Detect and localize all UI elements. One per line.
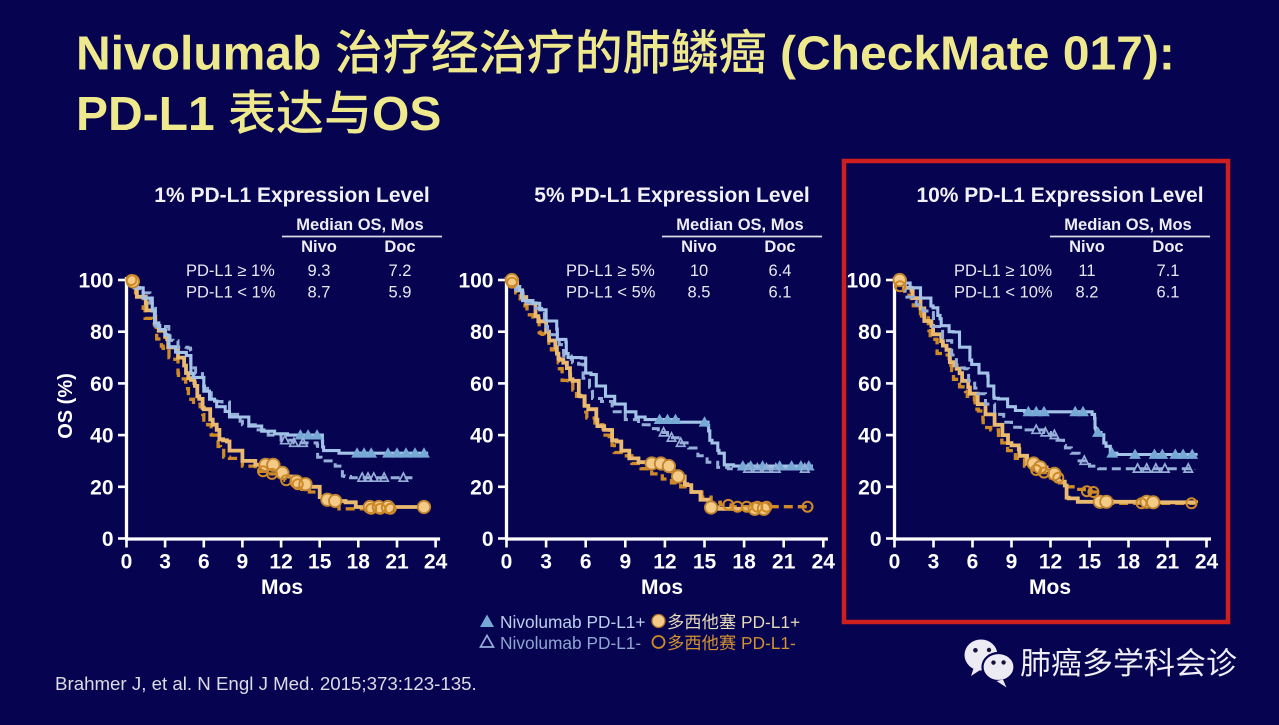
svg-text:9: 9 [1006,551,1018,574]
svg-text:OS (%): OS (%) [55,373,77,439]
svg-text:9.3: 9.3 [308,262,331,280]
svg-text:15: 15 [693,551,717,574]
svg-text:PD-L1 < 5%: PD-L1 < 5% [566,284,656,302]
svg-text:6: 6 [198,551,210,574]
svg-text:8.7: 8.7 [308,284,331,302]
svg-text:Mos: Mos [1029,576,1071,599]
svg-text:Nivolumab PD-L1+: Nivolumab PD-L1+ [500,612,646,632]
svg-text:PD-L1 ≥ 5%: PD-L1 ≥ 5% [566,262,655,280]
svg-text:Doc: Doc [384,238,415,256]
svg-text:10% PD-L1 Expression Level: 10% PD-L1 Expression Level [916,184,1203,207]
svg-text:6.1: 6.1 [769,284,792,302]
svg-text:40: 40 [90,425,113,448]
svg-text:24: 24 [1195,551,1219,574]
svg-text:6: 6 [580,551,592,574]
svg-text:Median OS, Mos: Median OS, Mos [1064,216,1191,234]
svg-text:6.1: 6.1 [1157,284,1180,302]
svg-text:12: 12 [653,551,676,574]
svg-text:Median OS, Mos: Median OS, Mos [296,216,423,234]
svg-text:8.5: 8.5 [688,284,711,302]
svg-text:7.1: 7.1 [1157,262,1180,280]
svg-text:12: 12 [269,551,292,574]
svg-text:0: 0 [482,528,494,551]
svg-text:60: 60 [858,373,881,396]
svg-text:100: 100 [78,270,113,293]
svg-text:10: 10 [690,262,708,280]
svg-text:15: 15 [1078,551,1102,574]
svg-text:18: 18 [347,551,371,574]
svg-text:PD-L1 < 1%: PD-L1 < 1% [186,284,276,302]
svg-text:Mos: Mos [641,576,683,599]
svg-text:20: 20 [470,476,493,499]
svg-text:21: 21 [385,551,409,574]
svg-text:21: 21 [1156,551,1180,574]
svg-text:0: 0 [870,528,882,551]
svg-text:Brahmer J, et al. N Engl J Med: Brahmer J, et al. N Engl J Med. 2015;373… [55,673,477,694]
svg-text:7.2: 7.2 [389,262,412,280]
svg-text:Mos: Mos [261,576,303,599]
svg-text:21: 21 [772,551,796,574]
svg-text:80: 80 [90,321,113,344]
svg-text:100: 100 [458,270,493,293]
svg-text:1% PD-L1 Expression Level: 1% PD-L1 Expression Level [154,184,429,207]
svg-text:3: 3 [540,551,552,574]
svg-text:20: 20 [858,476,881,499]
svg-text:80: 80 [858,321,881,344]
svg-text:PD-L1 < 10%: PD-L1 < 10% [954,284,1053,302]
svg-text:3: 3 [928,551,940,574]
svg-text:40: 40 [858,425,881,448]
svg-text:100: 100 [846,270,881,293]
svg-text:11: 11 [1078,262,1095,280]
svg-text:0: 0 [889,551,901,574]
svg-text:15: 15 [308,551,332,574]
svg-text:Doc: Doc [764,238,795,256]
svg-text:12: 12 [1039,551,1062,574]
svg-text:40: 40 [470,425,493,448]
svg-text:60: 60 [470,373,493,396]
svg-text:Nivo: Nivo [301,238,337,256]
svg-text:60: 60 [90,373,113,396]
svg-text:3: 3 [159,551,171,574]
svg-text:80: 80 [470,321,493,344]
svg-text:Nivo: Nivo [681,238,717,256]
svg-text:20: 20 [90,476,113,499]
svg-text:Nivolumab PD-L1-: Nivolumab PD-L1- [500,633,641,653]
svg-text:PD-L1 ≥ 10%: PD-L1 ≥ 10% [954,262,1052,280]
svg-text:0: 0 [102,528,114,551]
svg-text:18: 18 [1117,551,1141,574]
svg-text:5.9: 5.9 [389,284,412,302]
svg-text:0: 0 [501,551,513,574]
svg-text:Doc: Doc [1152,238,1183,256]
svg-text:6.4: 6.4 [769,262,792,280]
svg-text:24: 24 [424,551,448,574]
svg-text:9: 9 [619,551,631,574]
svg-text:0: 0 [121,551,133,574]
svg-text:6: 6 [967,551,979,574]
svg-text:24: 24 [812,551,836,574]
svg-text:Nivo: Nivo [1069,238,1105,256]
svg-text:18: 18 [732,551,756,574]
svg-text:9: 9 [237,551,249,574]
svg-text:5% PD-L1 Expression Level: 5% PD-L1 Expression Level [534,184,809,207]
svg-text:8.2: 8.2 [1076,284,1099,302]
svg-text:PD-L1 ≥ 1%: PD-L1 ≥ 1% [186,262,275,280]
svg-text:Median OS, Mos: Median OS, Mos [676,216,803,234]
